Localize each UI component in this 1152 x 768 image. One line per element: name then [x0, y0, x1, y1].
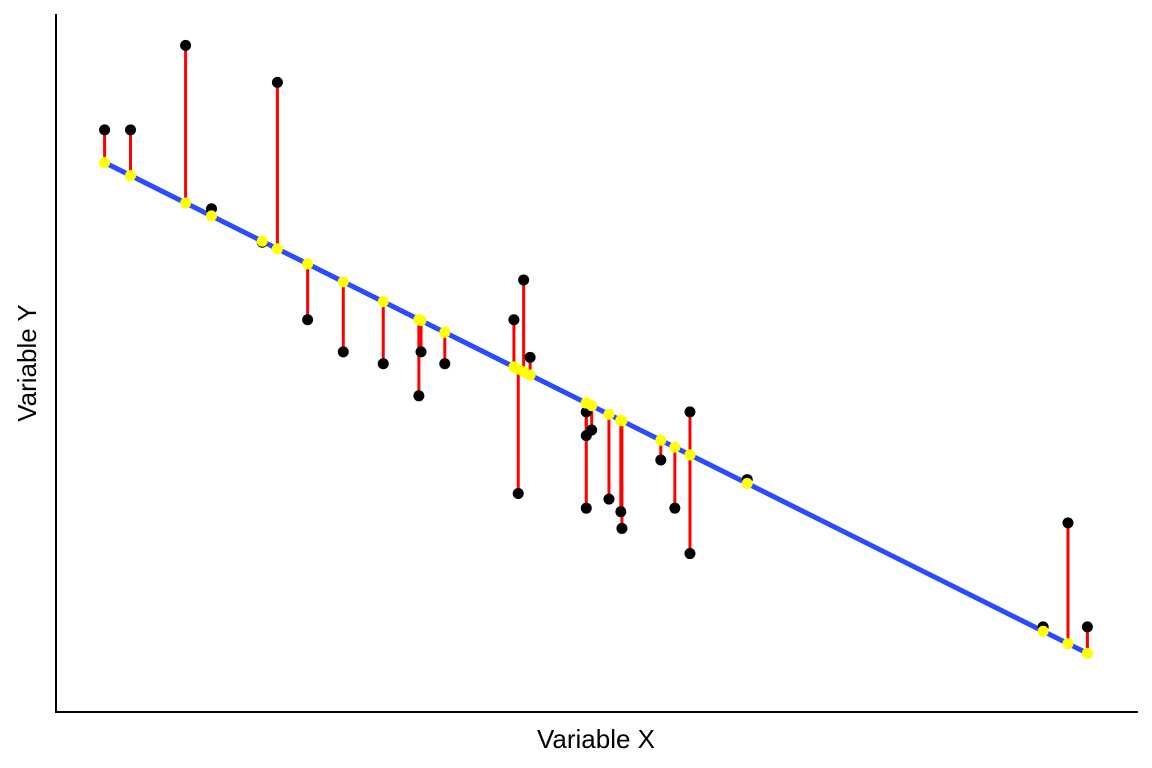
- data-point: [439, 358, 451, 370]
- data-point: [99, 124, 111, 136]
- data-point: [603, 493, 615, 505]
- data-point: [524, 351, 536, 363]
- fitted-point: [1062, 638, 1074, 650]
- data-point: [302, 314, 314, 326]
- fitted-point: [603, 408, 615, 420]
- data-point: [615, 506, 627, 518]
- data-points: [99, 39, 1093, 633]
- data-point: [271, 76, 283, 88]
- fitted-point: [302, 258, 314, 270]
- data-point: [616, 522, 628, 534]
- data-point: [518, 274, 530, 286]
- fitted-point: [586, 400, 598, 412]
- data-point: [508, 314, 520, 326]
- data-point: [377, 358, 389, 370]
- fitted-point: [616, 415, 628, 427]
- fitted-point: [180, 197, 192, 209]
- data-point: [684, 406, 696, 418]
- data-point: [413, 390, 425, 402]
- fitted-point: [524, 369, 536, 381]
- fitted-point: [206, 210, 218, 222]
- data-point: [1062, 517, 1074, 529]
- fitted-point: [99, 157, 111, 169]
- fitted-point: [256, 235, 268, 247]
- data-point: [337, 346, 349, 358]
- fitted-point: [337, 276, 349, 288]
- y-axis-title: Variable Y: [12, 304, 42, 422]
- data-point: [512, 488, 524, 500]
- fitted-point: [1081, 647, 1093, 659]
- fitted-point: [1037, 625, 1049, 637]
- residual-lines: [103, 45, 1089, 654]
- fitted-points: [99, 157, 1093, 659]
- fitted-point: [655, 434, 667, 446]
- data-point: [586, 424, 598, 436]
- data-point: [655, 454, 667, 466]
- data-point: [684, 548, 696, 560]
- fitted-point: [669, 441, 681, 453]
- x-axis-title: Variable X: [537, 724, 655, 754]
- fitted-point: [684, 449, 696, 461]
- data-point: [415, 346, 427, 358]
- data-point: [180, 39, 192, 51]
- data-point: [1081, 621, 1093, 633]
- data-point: [580, 502, 592, 514]
- data-point: [669, 502, 681, 514]
- fitted-point: [741, 477, 753, 489]
- fitted-point: [415, 315, 427, 327]
- fitted-point: [125, 169, 137, 181]
- data-point: [125, 124, 137, 136]
- fitted-point: [439, 326, 451, 338]
- fitted-point: [377, 296, 389, 308]
- fitted-point: [271, 243, 283, 255]
